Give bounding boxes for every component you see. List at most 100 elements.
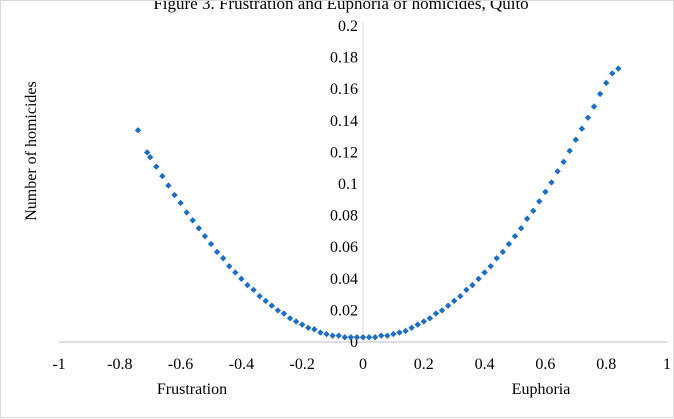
data-point (159, 172, 166, 180)
data-point (384, 332, 391, 339)
y-tick-label: 0.02 (330, 302, 358, 319)
data-point (414, 321, 421, 328)
y-tick-labels: 0 0.02 0.04 0.06 0.08 0.1 0.12 0.14 0.16 0.18 0.2 (330, 18, 358, 351)
data-point (402, 327, 409, 335)
data-points (134, 65, 622, 341)
x-tick-label: 0.8 (596, 356, 616, 373)
data-point (183, 209, 190, 216)
x-axis-label-frustration: Frustration (157, 381, 227, 398)
data-point (566, 147, 573, 155)
data-point (420, 318, 427, 325)
y-tick-label: 0.18 (330, 50, 358, 67)
y-tick-label: 0.16 (330, 81, 358, 98)
data-point (226, 262, 233, 270)
data-point (578, 125, 586, 132)
x-tick-label: -0.6 (168, 356, 193, 373)
data-point (463, 286, 470, 294)
data-point (475, 275, 482, 282)
data-point (317, 329, 324, 336)
data-point (560, 158, 567, 166)
data-point (171, 191, 178, 199)
data-point (219, 255, 227, 262)
data-point (365, 334, 373, 341)
data-point (311, 326, 318, 333)
data-point (274, 307, 282, 314)
data-point (396, 329, 403, 336)
data-point (232, 269, 239, 276)
data-point (615, 65, 622, 72)
data-point (432, 310, 440, 317)
data-point (457, 292, 464, 300)
data-point (590, 103, 598, 110)
data-point (451, 297, 458, 305)
data-point (444, 302, 452, 309)
data-point (481, 269, 488, 276)
data-point (268, 302, 275, 309)
data-point (493, 255, 500, 262)
chart-title: Figure 3. Frustration and Euphoria of ho… (153, 1, 528, 13)
y-tick-label: 0.2 (338, 18, 358, 35)
y-tick-label: 0.14 (330, 113, 358, 130)
x-tick-label: 0 (359, 356, 367, 373)
data-point (238, 275, 245, 282)
x-tick-label: 1 (663, 356, 671, 373)
data-point (165, 182, 172, 189)
data-point (305, 324, 312, 331)
data-point (572, 136, 579, 143)
data-point (213, 248, 221, 256)
data-point (201, 232, 209, 240)
data-point (530, 207, 537, 215)
y-tick-label: 0 (350, 334, 358, 351)
data-point (596, 90, 604, 98)
x-tick-label: -0.4 (229, 356, 254, 373)
y-tick-label: 0.1 (338, 176, 358, 193)
data-point (523, 215, 531, 222)
data-point (426, 315, 434, 322)
data-point (177, 199, 184, 207)
data-point (335, 332, 342, 339)
data-point (390, 330, 397, 338)
data-point (341, 334, 348, 341)
data-point (505, 240, 513, 248)
data-point (542, 188, 549, 196)
x-tick-label: 0.6 (535, 356, 555, 373)
data-point (262, 297, 269, 305)
data-point (323, 330, 330, 338)
data-point (329, 332, 336, 339)
data-point (153, 163, 160, 170)
data-point (408, 324, 415, 331)
data-point (134, 127, 142, 134)
y-tick-label: 0.08 (330, 208, 358, 225)
x-tick-label: -1 (52, 356, 65, 373)
data-point (554, 168, 561, 175)
data-point (371, 334, 379, 341)
x-tick-label: 0.2 (414, 356, 434, 373)
data-point (256, 292, 263, 300)
data-point (347, 334, 355, 341)
data-point (292, 318, 300, 325)
x-axis-label-euphoria: Euphoria (512, 381, 571, 398)
data-point (250, 286, 257, 294)
data-point (359, 334, 367, 341)
data-point (499, 248, 507, 256)
data-point (189, 217, 196, 224)
data-point (603, 79, 610, 87)
data-point (143, 149, 151, 156)
data-point (299, 321, 306, 328)
data-point (511, 232, 519, 240)
data-point (469, 281, 476, 289)
data-point (286, 315, 294, 322)
data-point (517, 225, 525, 232)
x-tick-label: 0.4 (475, 356, 495, 373)
x-tick-label: -0.2 (290, 356, 315, 373)
data-point (280, 310, 288, 317)
data-point (487, 262, 494, 270)
data-point (244, 281, 251, 289)
data-point (536, 198, 543, 205)
data-point (548, 179, 555, 186)
y-tick-label: 0.12 (330, 144, 358, 161)
data-point (438, 307, 446, 314)
x-tick-label: -0.8 (107, 356, 132, 373)
data-point (378, 332, 385, 339)
